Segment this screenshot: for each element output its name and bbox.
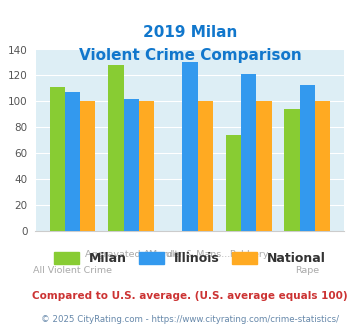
Bar (65, 92, 80, 231)
Bar (226, 135, 241, 231)
Text: All Violent Crime: All Violent Crime (33, 266, 112, 275)
Bar (124, 99, 139, 231)
Bar (300, 84, 315, 231)
Text: Murder & Mans...: Murder & Mans... (149, 250, 230, 259)
Text: Aggravated Assault: Aggravated Assault (84, 250, 178, 259)
Bar (139, 101, 154, 231)
Bar (108, 65, 124, 231)
Bar (80, 101, 95, 231)
Text: © 2025 CityRating.com - https://www.cityrating.com/crime-statistics/: © 2025 CityRating.com - https://www.city… (41, 315, 339, 324)
Bar (256, 101, 272, 231)
Bar (182, 62, 198, 231)
Text: Rape: Rape (295, 266, 320, 275)
Bar (50, 87, 65, 231)
Bar (241, 74, 256, 231)
Text: Compared to U.S. average. (U.S. average equals 100): Compared to U.S. average. (U.S. average … (32, 291, 348, 301)
Bar (198, 101, 213, 231)
Bar (315, 101, 330, 231)
Legend: Milan, Illinois, National: Milan, Illinois, National (49, 247, 331, 270)
Bar (284, 109, 300, 231)
Text: 2019 Milan: 2019 Milan (143, 25, 237, 40)
Text: Robbery: Robbery (229, 250, 268, 259)
Text: Violent Crime Comparison: Violent Crime Comparison (78, 48, 301, 63)
